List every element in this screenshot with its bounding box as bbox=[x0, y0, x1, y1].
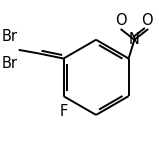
Text: O: O bbox=[116, 13, 127, 28]
Text: N: N bbox=[129, 32, 140, 47]
Text: O: O bbox=[142, 13, 153, 28]
Text: Br: Br bbox=[2, 29, 17, 44]
Text: Br: Br bbox=[2, 56, 17, 71]
Text: F: F bbox=[59, 104, 68, 119]
